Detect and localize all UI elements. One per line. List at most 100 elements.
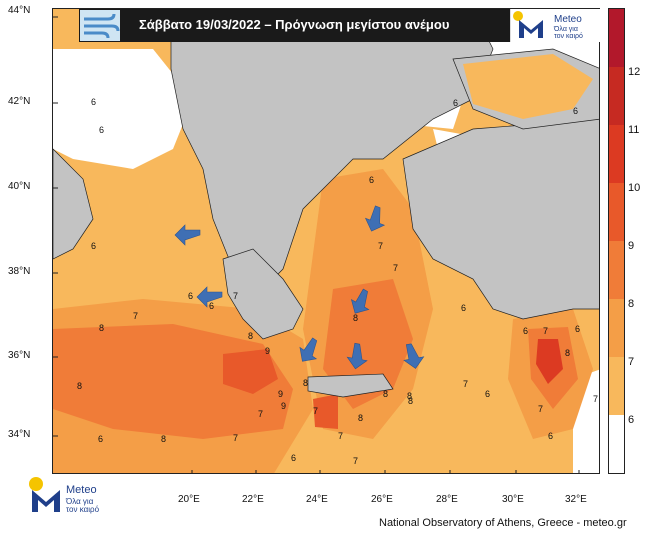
meteo-tagline: Όλα για τον καιρό [66,498,116,514]
colorbar-segment [609,241,624,299]
contour-label: 6 [461,303,466,313]
meteo-tagline: Όλα για τον καιρό [554,26,594,40]
contour-label: 8 [353,313,358,323]
wind-direction-arrow-icon [350,288,370,314]
contour-label: 7 [543,326,548,336]
contour-label: 6 [188,291,193,301]
italy-land [53,148,94,260]
meteo-logo-icon [29,477,60,512]
contour-label: 7 [393,263,398,273]
contour-label: 8 [161,434,166,444]
contour-label: 8 [383,389,388,399]
contour-label: 6 [209,301,214,311]
contour-label: 7 [338,431,343,441]
contour-label: 9 [281,401,286,411]
contour-label: 7 [538,404,543,414]
title-banner: Σάββατο 19/03/2022 – Πρόγνωση μεγίστου α… [79,9,510,42]
longitude-label: 20°E [178,494,200,505]
meteo-tagline-line2: τον καιρό [554,33,583,40]
colorbar-label: 12 [628,66,641,78]
wind-direction-arrow-icon [299,337,318,362]
contour-label: 7 [233,433,238,443]
contour-label: 6 [485,389,490,399]
colorbar-label: 6 [628,414,635,426]
latitude-label: 36°N [8,350,31,361]
contour-label: 6 [573,106,578,116]
wind-direction-arrow-icon [196,286,223,308]
colorbar-segment [609,299,624,357]
contour-label: 7 [313,406,318,416]
contour-label: 8 [303,378,308,388]
longitude-label: 30°E [502,494,524,505]
contour-label: 6 [453,98,458,108]
meteo-tagline-line1: Όλα για [66,497,94,506]
meteo-tagline-line2: τον καιρό [66,505,100,514]
contour-label: 8 [407,391,412,401]
colorbar-segment [609,67,624,125]
contour-label: 7 [378,241,383,251]
contour-label: 7 [353,456,358,466]
contour-label: 8 [565,348,570,358]
colorbar-label: 10 [628,182,641,194]
contour-label: 6 [548,431,553,441]
wind-direction-arrow-icon [174,224,201,246]
contour-label: 7 [258,409,263,419]
forecast-map: 6 6 6 6 7 6 6 6 7 7 8 8 8 8 9 8 8 7 6 7 … [52,8,600,474]
latitude-label: 38°N [8,266,31,277]
black-sea-water [463,54,593,119]
meteo-logo-top: Meteo Όλα για τον καιρό [510,9,601,42]
colorbar [608,8,625,474]
sea-level9-west [223,349,278,394]
wind-direction-arrow-icon [346,342,368,370]
contour-label: 6 [575,324,580,334]
longitude-label: 28°E [436,494,458,505]
contour-label: 7 [463,379,468,389]
contour-label: 6 [99,125,104,135]
meteo-brand-name: Meteo [554,14,582,25]
axis-ticks [53,16,580,473]
colorbar-segment [609,9,624,67]
contour-label: 8 [77,381,82,391]
latitude-label: 34°N [8,429,31,440]
colorbar-label: 9 [628,240,635,252]
colorbar-label: 8 [628,298,635,310]
credit-text: National Observatory of Athens, Greece -… [379,517,627,529]
contour-label: 7 [593,394,598,404]
contour-label: 6 [91,97,96,107]
wind-direction-arrow-icon [364,205,386,232]
contour-label: 6 [291,453,296,463]
contour-label: 6 [98,434,103,444]
sea-level9-east [536,339,563,384]
contour-label: 6 [91,241,96,251]
sea-level8-area [53,324,293,439]
crete-land [307,373,394,398]
meteo-tagline-line1: Όλα για [554,26,578,33]
longitude-label: 24°E [306,494,328,505]
longitude-label: 26°E [371,494,393,505]
longitude-label: 22°E [242,494,264,505]
map-canvas: 6 6 6 6 7 6 6 6 7 7 8 8 8 8 9 8 8 7 6 7 … [53,9,599,473]
wind-direction-arrow-icon [403,343,425,369]
colorbar-label: 11 [628,124,640,136]
latitude-label: 42°N [8,96,31,107]
colorbar-segment [609,125,624,183]
meteo-logo-icon [513,11,543,38]
page-title: Σάββατο 19/03/2022 – Πρόγνωση μεγίστου α… [139,17,450,32]
contour-label: 9 [278,389,283,399]
colorbar-segment [609,183,624,241]
peloponnese-land [222,248,304,340]
meteo-logo-bottom: Meteo Όλα για τον καιρό [26,474,136,518]
colorbar-label: 7 [628,356,635,368]
longitude-label: 32°E [565,494,587,505]
contour-label: 9 [265,346,270,356]
contour-label: 6 [369,175,374,185]
calm-area-west [53,49,193,169]
contour-label: 8 [358,413,363,423]
contour-label: 6 [523,326,528,336]
colorbar-segment [609,357,624,415]
colorbar-segment [609,415,624,473]
contour-label: 7 [133,311,138,321]
contour-label: 7 [233,291,238,301]
contour-label: 8 [99,323,104,333]
contour-label: 8 [408,396,413,406]
